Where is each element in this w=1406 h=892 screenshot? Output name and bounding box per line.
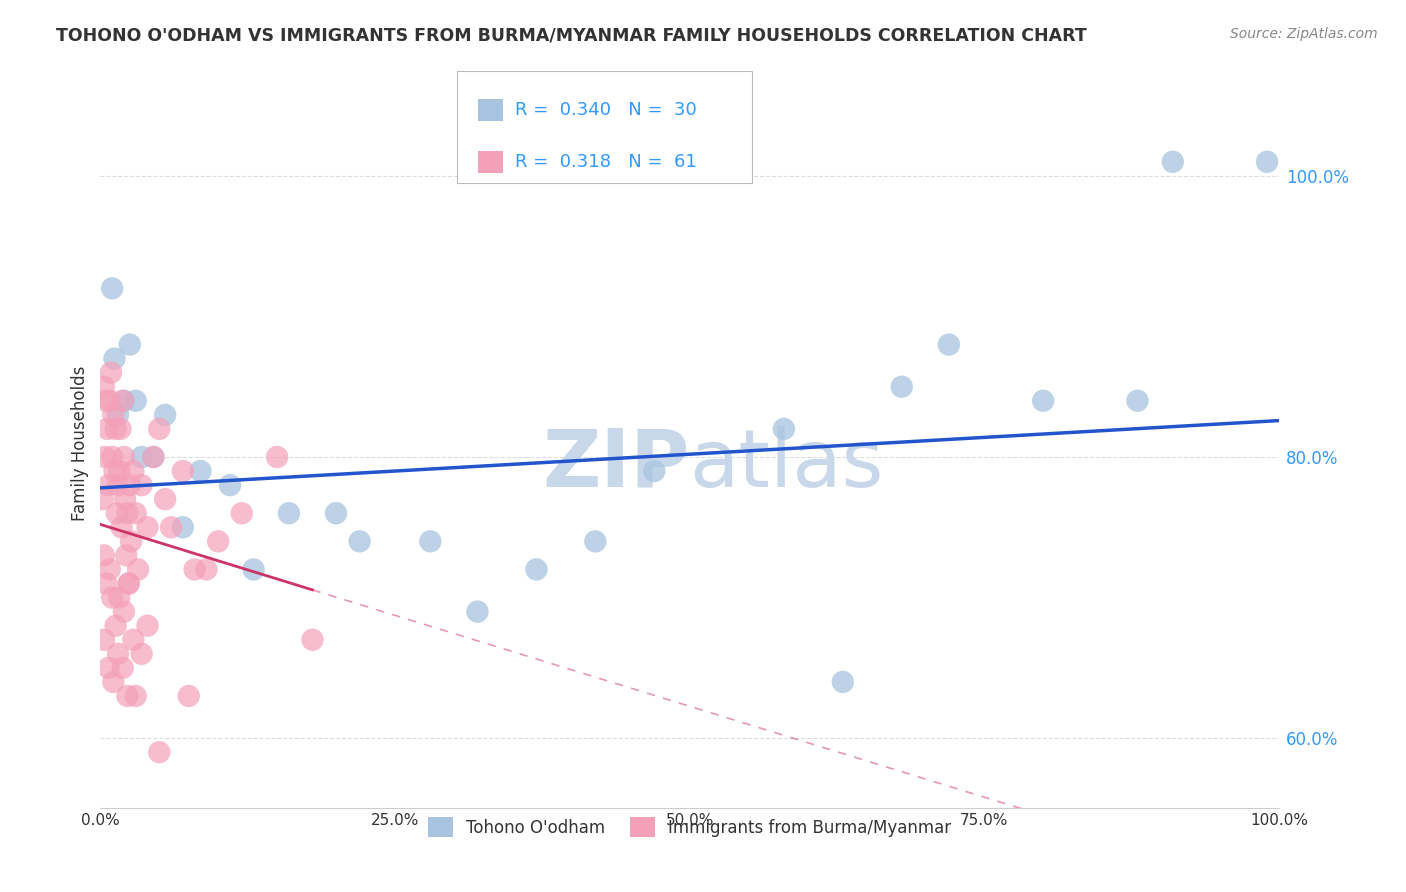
Point — [97, 478, 120, 492]
Point — [122, 464, 145, 478]
Point — [110, 520, 132, 534]
Point — [103, 408, 125, 422]
Point — [111, 393, 134, 408]
Point — [101, 591, 124, 605]
Text: atlas: atlas — [689, 425, 884, 504]
Point — [98, 393, 121, 408]
Point — [195, 562, 218, 576]
Point — [103, 351, 125, 366]
Point — [98, 562, 121, 576]
Point — [207, 534, 229, 549]
Point — [122, 632, 145, 647]
Point — [266, 450, 288, 464]
Point — [127, 562, 149, 576]
Point — [101, 281, 124, 295]
Point — [773, 422, 796, 436]
Point — [111, 661, 134, 675]
Point — [890, 380, 912, 394]
Text: Source: ZipAtlas.com: Source: ZipAtlas.com — [1230, 27, 1378, 41]
Point — [107, 408, 129, 422]
Point — [153, 492, 176, 507]
Point — [120, 534, 142, 549]
Point — [101, 450, 124, 464]
Point — [643, 464, 665, 478]
Point — [114, 492, 136, 507]
Point — [108, 464, 131, 478]
Legend: Tohono O'odham, Immigrants from Burma/Myanmar: Tohono O'odham, Immigrants from Burma/My… — [420, 810, 959, 844]
Point — [148, 422, 170, 436]
Point — [115, 549, 138, 563]
Text: R =  0.318   N =  61: R = 0.318 N = 61 — [515, 153, 696, 171]
Point — [91, 492, 114, 507]
Point — [112, 393, 135, 408]
Point — [103, 464, 125, 478]
Text: ZIP: ZIP — [543, 425, 689, 504]
Point — [148, 745, 170, 759]
Point — [172, 520, 194, 534]
Point — [125, 393, 148, 408]
Point — [131, 478, 153, 492]
Point — [108, 591, 131, 605]
Point — [118, 337, 141, 351]
Point — [136, 618, 159, 632]
Point — [117, 689, 139, 703]
Point — [118, 478, 141, 492]
Point — [301, 632, 323, 647]
Point — [117, 506, 139, 520]
Point — [1256, 154, 1278, 169]
Point — [97, 661, 120, 675]
Y-axis label: Family Households: Family Households — [72, 365, 89, 521]
Point — [172, 464, 194, 478]
Point — [277, 506, 299, 520]
Point — [231, 506, 253, 520]
Point — [831, 674, 853, 689]
Point — [117, 576, 139, 591]
Point — [96, 422, 118, 436]
Point — [96, 393, 118, 408]
Point — [1161, 154, 1184, 169]
Point — [190, 464, 212, 478]
Point — [153, 408, 176, 422]
Point — [93, 549, 115, 563]
Point — [104, 422, 127, 436]
Point — [1126, 393, 1149, 408]
Point — [938, 337, 960, 351]
Point — [177, 689, 200, 703]
Point — [136, 520, 159, 534]
Point — [1032, 393, 1054, 408]
Point — [131, 450, 153, 464]
Point — [242, 562, 264, 576]
Point — [142, 450, 165, 464]
Point — [117, 576, 139, 591]
Point — [349, 534, 371, 549]
Point — [94, 450, 117, 464]
Point — [219, 478, 242, 492]
Point — [110, 422, 132, 436]
Point — [325, 506, 347, 520]
Point — [105, 506, 128, 520]
Point — [107, 478, 129, 492]
Point — [125, 689, 148, 703]
Point — [142, 450, 165, 464]
Point — [103, 674, 125, 689]
Point — [100, 366, 122, 380]
Point — [131, 647, 153, 661]
Point — [183, 562, 205, 576]
Point — [112, 605, 135, 619]
Point — [93, 632, 115, 647]
Point — [160, 520, 183, 534]
Text: TOHONO O'ODHAM VS IMMIGRANTS FROM BURMA/MYANMAR FAMILY HOUSEHOLDS CORRELATION CH: TOHONO O'ODHAM VS IMMIGRANTS FROM BURMA/… — [56, 27, 1087, 45]
Point — [125, 506, 148, 520]
Point — [467, 605, 489, 619]
Text: R =  0.340   N =  30: R = 0.340 N = 30 — [515, 101, 696, 119]
Point — [419, 534, 441, 549]
Point — [96, 576, 118, 591]
Point — [93, 380, 115, 394]
Point — [112, 450, 135, 464]
Point — [107, 647, 129, 661]
Point — [583, 534, 606, 549]
Point — [104, 618, 127, 632]
Point — [526, 562, 548, 576]
